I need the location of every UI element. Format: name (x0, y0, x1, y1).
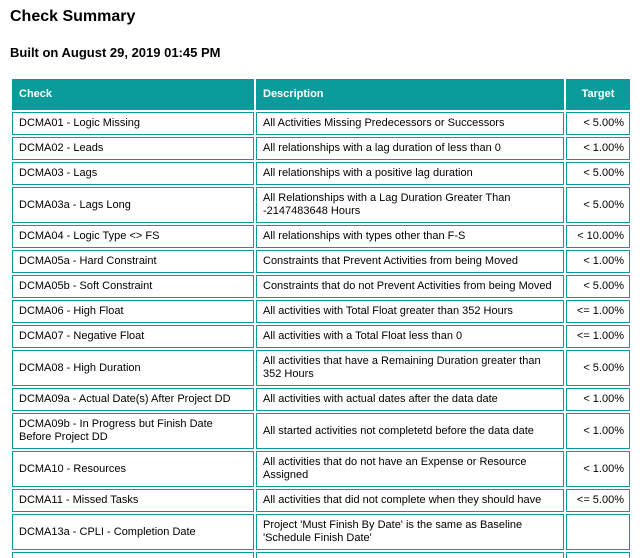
cell-check: DCMA06 - High Float (12, 300, 254, 323)
cell-check: DCMA08 - High Duration (12, 350, 254, 386)
cell-target (566, 514, 630, 550)
table-row: DCMA01 - Logic Missing All Activities Mis… (12, 112, 630, 135)
cell-description: Constraints that Prevent Activities from… (256, 250, 564, 273)
cell-description: All relationships with a lag duration of… (256, 137, 564, 160)
cell-check: DCMA05b - Soft Constraint (12, 275, 254, 298)
table-row: DCMA09a - Actual Date(s) After Project D… (12, 388, 630, 411)
cell-check: DCMA11 - Missed Tasks (12, 489, 254, 512)
table-row: DCMA13a - CPLI - Completion Date Project … (12, 514, 630, 550)
cell-target: < 5.00% (566, 350, 630, 386)
cell-description: All activities with Total Float greater … (256, 300, 564, 323)
cell-target: <= 5.00% (566, 489, 630, 512)
cell-target: < 5.00% (566, 187, 630, 223)
cell-check: DCMA04 - Logic Type <> FS (12, 225, 254, 248)
cell-description: All Activities Missing Predecessors or S… (256, 112, 564, 135)
table-row: DCMA04 - Logic Type <> FS All relationshi… (12, 225, 630, 248)
cell-target: < 1.00% (566, 451, 630, 487)
check-summary-table: Check Description Target DCMA01 - Logic … (10, 77, 632, 558)
cell-description: All relationships with a positive lag du… (256, 162, 564, 185)
page-title: Check Summary (10, 8, 136, 25)
cell-check: DCMA05a - Hard Constraint (12, 250, 254, 273)
table-row: DCMA09b - In Progress but Finish Date Be… (12, 413, 630, 449)
table-row: DCMA07 - Negative Float All activities wi… (12, 325, 630, 348)
cell-target: < 1.00% (566, 413, 630, 449)
cell-check: DCMA13a - CPLI - Completion Date (12, 514, 254, 550)
cell-check: DCMA07 - Negative Float (12, 325, 254, 348)
column-header-target: Target (566, 79, 630, 110)
cell-check: DCMA03 - Lags (12, 162, 254, 185)
column-header-check: Check (12, 79, 254, 110)
column-header-description: Description (256, 79, 564, 110)
cell-description: All activities that have a Remaining Dur… (256, 350, 564, 386)
cell-target: < 5.00% (566, 275, 630, 298)
cell-target: < 1.00% (566, 137, 630, 160)
check-summary-page: Check Summary Built on August 29, 2019 0… (0, 8, 640, 558)
cell-description: All activities that did not complete whe… (256, 489, 564, 512)
cell-target: < 1.00% (566, 388, 630, 411)
cell-check: DCMA13b - Critical Path Length Index (12, 552, 254, 558)
cell-check: DCMA03a - Lags Long (12, 187, 254, 223)
cell-target: < 5.00% (566, 162, 630, 185)
cell-description: Project 'Must Finish By Date' is the sam… (256, 514, 564, 550)
table-header: Check Description Target (12, 79, 630, 110)
cell-target: > .95 > 1.00 (566, 552, 630, 558)
cell-check: DCMA01 - Logic Missing (12, 112, 254, 135)
table-row: DCMA05a - Hard Constraint Constraints tha… (12, 250, 630, 273)
cell-description: All activities that do not have an Expen… (256, 451, 564, 487)
table-row: DCMA05b - Soft Constraint Constraints tha… (12, 275, 630, 298)
table-row: DCMA03a - Lags Long All Relationships wit… (12, 187, 630, 223)
built-on-timestamp: Built on August 29, 2019 01:45 PM (10, 45, 221, 60)
table-header-row: Check Description Target (12, 79, 630, 110)
cell-target: <= 1.00% (566, 300, 630, 323)
cell-description: All started activities not completetd be… (256, 413, 564, 449)
cell-check: DCMA02 - Leads (12, 137, 254, 160)
table-row: DCMA06 - High Float All activities with T… (12, 300, 630, 323)
table-row: DCMA08 - High Duration All activities tha… (12, 350, 630, 386)
table-row: DCMA03 - Lags All relationships with a po… (12, 162, 630, 185)
cell-description: All activities with a Total Float less t… (256, 325, 564, 348)
table-body: DCMA01 - Logic Missing All Activities Mis… (12, 112, 630, 558)
cell-check: DCMA09a - Actual Date(s) After Project D… (12, 388, 254, 411)
cell-description: All relationships with types other than … (256, 225, 564, 248)
cell-target: <= 1.00% (566, 325, 630, 348)
table-row: DCMA13b - Critical Path Length IndexCPLI… (12, 552, 630, 558)
cell-check: DCMA09b - In Progress but Finish Date Be… (12, 413, 254, 449)
cell-description: All Relationships with a Lag Duration Gr… (256, 187, 564, 223)
cell-target: < 1.00% (566, 250, 630, 273)
cell-target: < 10.00% (566, 225, 630, 248)
cell-description: CPLI = (CPL + TF) / CPL (256, 552, 564, 558)
cell-description: All activities with actual dates after t… (256, 388, 564, 411)
cell-target: < 5.00% (566, 112, 630, 135)
cell-description: Constraints that do not Prevent Activiti… (256, 275, 564, 298)
table-row: DCMA02 - Leads All relationships with a l… (12, 137, 630, 160)
table-row: DCMA10 - Resources All activities that do… (12, 451, 630, 487)
cell-check: DCMA10 - Resources (12, 451, 254, 487)
table-row: DCMA11 - Missed Tasks All activities that… (12, 489, 630, 512)
